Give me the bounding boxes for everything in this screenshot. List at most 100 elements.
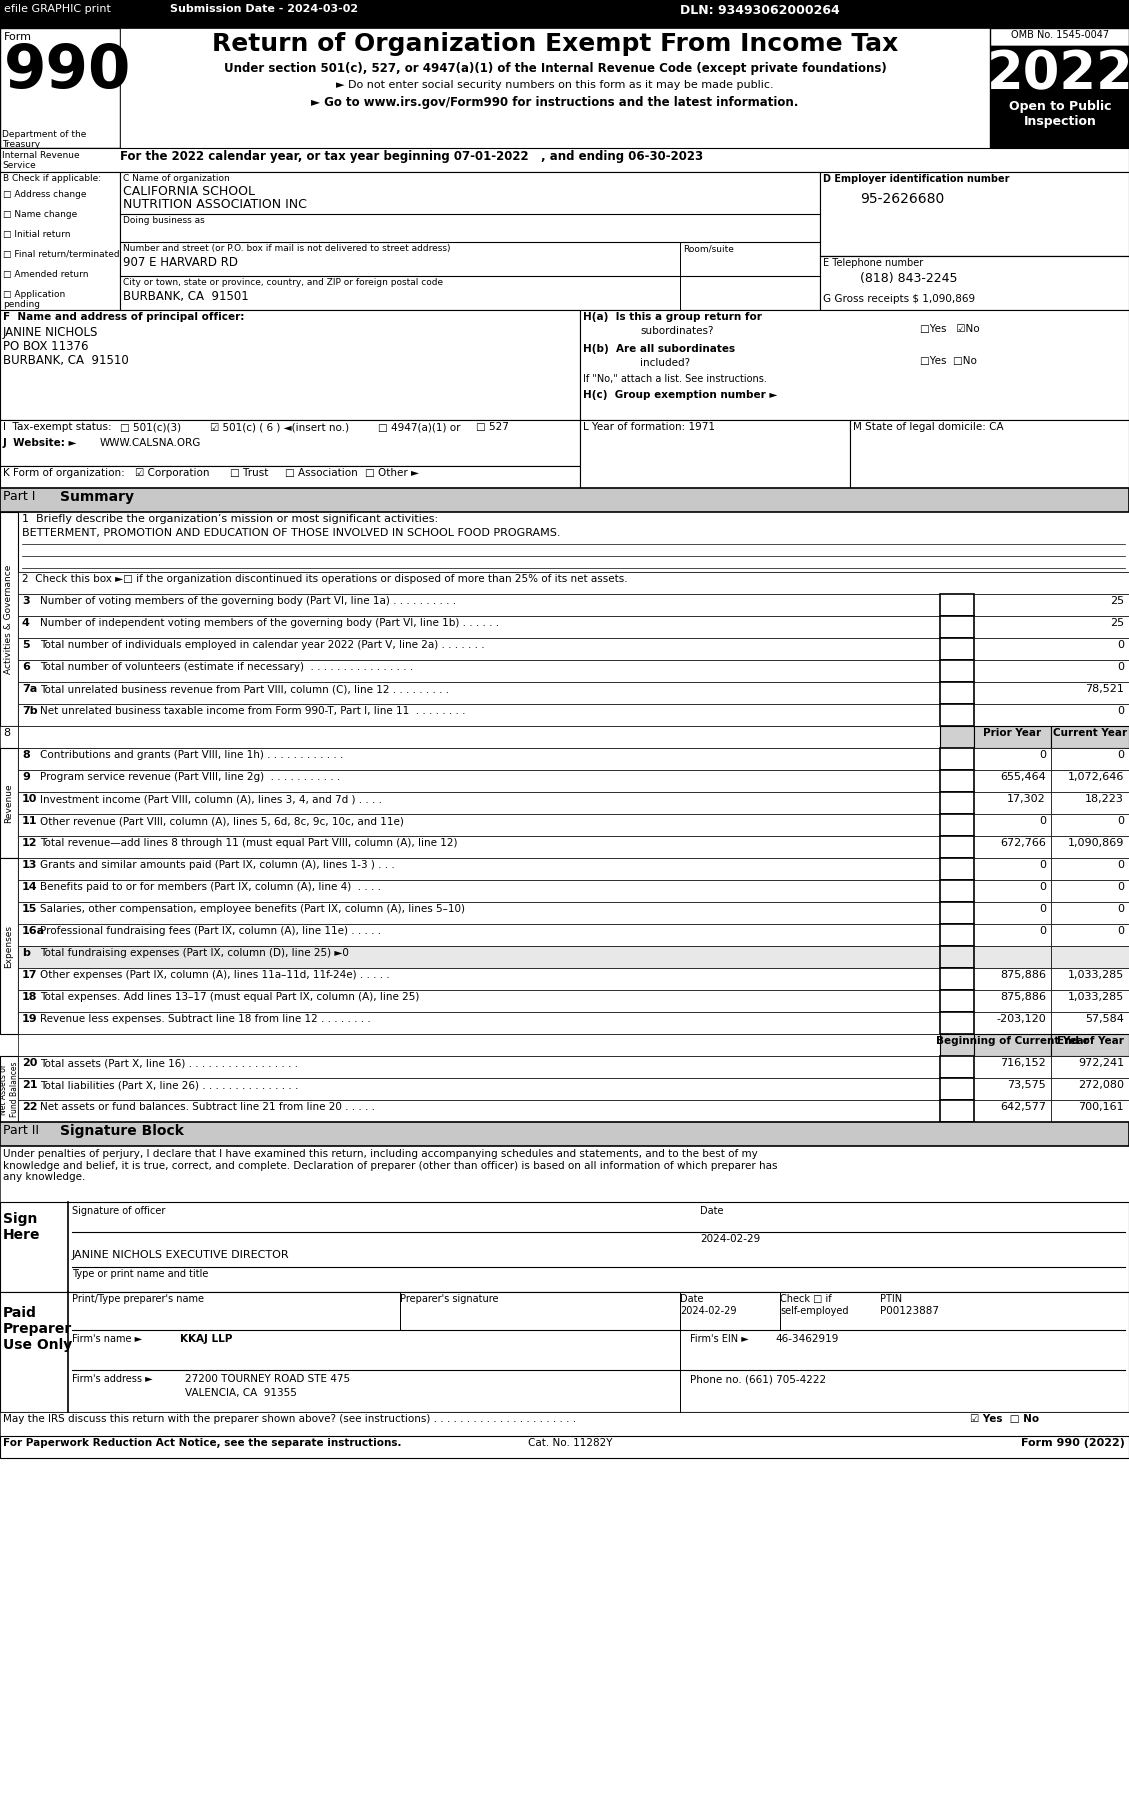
Bar	[1051, 836, 1129, 858]
Text: 14: 14	[21, 882, 37, 892]
Text: 2  Check this box ►□ if the organization discontinued its operations or disposed: 2 Check this box ►□ if the organization …	[21, 573, 628, 584]
Text: Type or print name and title: Type or print name and title	[72, 1270, 209, 1279]
Text: 2022: 2022	[987, 47, 1129, 100]
Text: Net unrelated business taxable income from Form 990-T, Part I, line 11  . . . . : Net unrelated business taxable income fr…	[40, 706, 465, 717]
Text: 0: 0	[1039, 925, 1045, 936]
Bar	[18, 593, 940, 617]
Bar	[940, 726, 974, 747]
Text: 0: 0	[1039, 860, 1045, 871]
Text: 6: 6	[21, 662, 29, 671]
Text: Signature of officer: Signature of officer	[72, 1206, 165, 1215]
Text: □ Address change: □ Address change	[3, 190, 87, 200]
Text: Number of voting members of the governing body (Part VI, line 1a) . . . . . . . : Number of voting members of the governin…	[40, 597, 456, 606]
Bar	[974, 1012, 1051, 1034]
Text: ► Do not enter social security numbers on this form as it may be made public.: ► Do not enter social security numbers o…	[336, 80, 773, 91]
Bar	[0, 512, 1129, 571]
Bar	[0, 1056, 18, 1123]
Bar	[940, 1034, 974, 1056]
Text: I  Tax-exempt status:: I Tax-exempt status:	[3, 423, 112, 432]
Text: □ Trust: □ Trust	[230, 468, 269, 479]
Text: 990: 990	[5, 42, 131, 102]
Text: F  Name and address of principal officer:: F Name and address of principal officer:	[3, 312, 244, 323]
Bar	[0, 27, 1129, 149]
Text: P00123887: P00123887	[879, 1306, 939, 1315]
Text: 642,577: 642,577	[1000, 1101, 1045, 1112]
Text: self-employed: self-employed	[780, 1306, 849, 1315]
Text: Other expenses (Part IX, column (A), lines 11a–11d, 11f-24e) . . . . .: Other expenses (Part IX, column (A), lin…	[40, 970, 390, 980]
Bar	[974, 969, 1051, 990]
Text: Net assets or fund balances. Subtract line 21 from line 20 . . . . .: Net assets or fund balances. Subtract li…	[40, 1101, 375, 1112]
Bar	[940, 990, 974, 1012]
Text: WWW.CALSNA.ORG: WWW.CALSNA.ORG	[100, 437, 201, 448]
Text: Preparer's signature: Preparer's signature	[400, 1293, 499, 1304]
Text: □ Other ►: □ Other ►	[365, 468, 419, 479]
Bar	[18, 880, 940, 902]
Text: ☑ 501(c) ( 6 ) ◄(insert no.): ☑ 501(c) ( 6 ) ◄(insert no.)	[210, 423, 349, 432]
Text: 0: 0	[1117, 816, 1124, 825]
Bar	[1051, 945, 1129, 969]
Text: Part II: Part II	[3, 1125, 40, 1137]
Text: Print/Type preparer's name: Print/Type preparer's name	[72, 1293, 204, 1304]
Text: 15: 15	[21, 903, 37, 914]
Bar	[974, 747, 1051, 769]
Text: efile GRAPHIC print: efile GRAPHIC print	[5, 4, 111, 15]
Bar	[18, 682, 940, 704]
Bar	[974, 814, 1051, 836]
Bar	[1051, 814, 1129, 836]
Bar	[1051, 969, 1129, 990]
Text: K Form of organization:: K Form of organization:	[3, 468, 124, 479]
Text: Date: Date	[700, 1206, 724, 1215]
Text: □ Final return/terminated: □ Final return/terminated	[3, 250, 120, 259]
Text: 0: 0	[1117, 903, 1124, 914]
Text: □ Initial return: □ Initial return	[3, 230, 70, 239]
Text: Room/suite: Room/suite	[683, 245, 734, 252]
Text: 12: 12	[21, 838, 37, 847]
Text: 18,223: 18,223	[1085, 795, 1124, 804]
Bar	[940, 945, 974, 969]
Bar	[974, 769, 1051, 793]
Bar	[0, 1146, 1129, 1203]
Bar	[0, 27, 120, 149]
Bar	[18, 1056, 940, 1078]
Bar	[940, 923, 974, 945]
Text: 10: 10	[21, 795, 37, 804]
Text: H(c)  Group exemption number ►: H(c) Group exemption number ►	[583, 390, 778, 401]
Text: Return of Organization Exempt From Income Tax: Return of Organization Exempt From Incom…	[212, 33, 899, 56]
Bar	[940, 617, 974, 639]
Bar	[990, 27, 1129, 45]
Bar	[974, 639, 1129, 660]
Bar	[990, 45, 1129, 96]
Bar	[18, 923, 940, 945]
Text: Number and street (or P.O. box if mail is not delivered to street address): Number and street (or P.O. box if mail i…	[123, 245, 450, 252]
Text: CALIFORNIA SCHOOL: CALIFORNIA SCHOOL	[123, 185, 255, 198]
Bar	[0, 726, 18, 747]
Bar	[0, 1437, 1129, 1458]
Bar	[1051, 1012, 1129, 1034]
Text: H(b)  Are all subordinates: H(b) Are all subordinates	[583, 345, 735, 354]
Text: Number of independent voting members of the governing body (Part VI, line 1b) . : Number of independent voting members of …	[40, 619, 499, 628]
Text: Activities & Governance: Activities & Governance	[5, 564, 14, 673]
Text: 16a: 16a	[21, 925, 45, 936]
Text: Phone no. (661) 705-4222: Phone no. (661) 705-4222	[690, 1373, 826, 1384]
Bar	[940, 793, 974, 814]
Text: Current Year: Current Year	[1053, 727, 1127, 738]
Text: 0: 0	[1039, 882, 1045, 892]
Bar	[0, 1123, 1129, 1146]
Text: Other revenue (Part VIII, column (A), lines 5, 6d, 8c, 9c, 10c, and 11e): Other revenue (Part VIII, column (A), li…	[40, 816, 404, 825]
Text: Total unrelated business revenue from Part VIII, column (C), line 12 . . . . . .: Total unrelated business revenue from Pa…	[40, 684, 449, 695]
Text: 875,886: 875,886	[1000, 970, 1045, 980]
Text: 46-3462919: 46-3462919	[774, 1333, 839, 1344]
Text: L Year of formation: 1971: L Year of formation: 1971	[583, 423, 715, 432]
Text: 8: 8	[3, 727, 10, 738]
Text: Under section 501(c), 527, or 4947(a)(1) of the Internal Revenue Code (except pr: Under section 501(c), 527, or 4947(a)(1)…	[224, 62, 886, 74]
Bar	[18, 617, 940, 639]
Text: 0: 0	[1117, 706, 1124, 717]
Text: If "No," attach a list. See instructions.: If "No," attach a list. See instructions…	[583, 374, 767, 385]
Text: □ 527: □ 527	[476, 423, 509, 432]
Text: 73,575: 73,575	[1007, 1079, 1045, 1090]
Bar	[18, 726, 940, 747]
Bar	[0, 488, 1129, 512]
Bar	[0, 512, 18, 726]
Bar	[1051, 1034, 1129, 1056]
Text: 9: 9	[21, 773, 29, 782]
